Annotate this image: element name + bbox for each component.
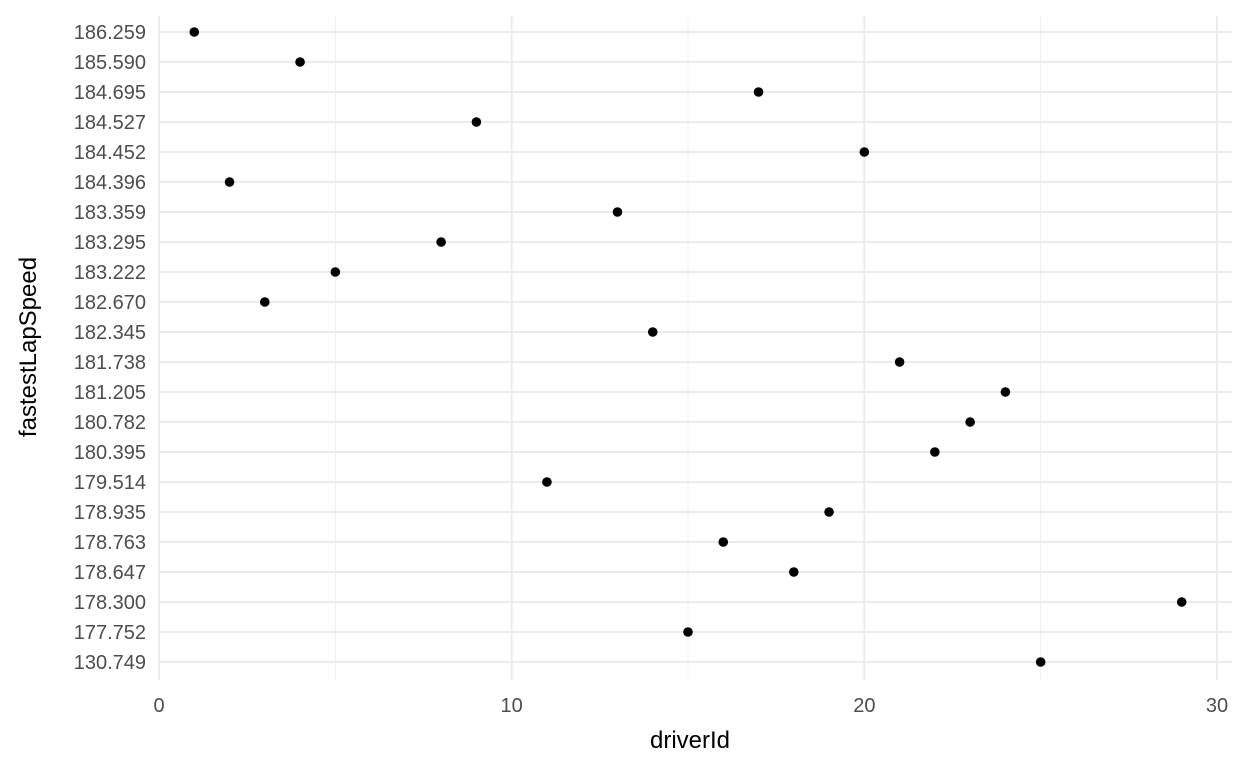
y-tick-label: 180.782 [74, 412, 146, 434]
x-axis-tick-labels: 0 10 20 30 [153, 695, 1228, 717]
y-tick-label: 180.395 [74, 442, 146, 464]
y-tick-label: 184.695 [74, 82, 146, 104]
y-tick-label: 178.935 [74, 502, 146, 524]
data-point [789, 567, 799, 577]
y-axis-title: fastestLapSpeed [15, 257, 42, 437]
y-tick-label: 183.295 [74, 232, 146, 254]
x-axis-title: driverId [650, 727, 730, 754]
data-point [189, 27, 200, 37]
y-tick-label: 183.222 [74, 262, 146, 284]
y-tick-label: 181.738 [74, 352, 146, 374]
data-point [718, 537, 729, 547]
data-point [1000, 387, 1011, 397]
data-point [930, 447, 940, 457]
data-point [647, 327, 658, 337]
data-point [224, 177, 235, 187]
y-tick-label: 177.752 [74, 622, 146, 644]
data-point [471, 117, 482, 127]
data-point [1176, 597, 1187, 607]
y-tick-label: 184.527 [74, 112, 146, 134]
y-tick-label: 182.345 [74, 322, 146, 344]
data-point [542, 477, 552, 487]
y-tick-label: 186.259 [74, 22, 146, 44]
x-tick-label: 20 [853, 695, 875, 717]
y-tick-label: 181.205 [74, 382, 146, 404]
data-point [260, 297, 270, 307]
x-tick-label: 10 [501, 695, 523, 717]
y-tick-label: 178.763 [74, 532, 146, 554]
data-point [330, 267, 341, 277]
data-point [965, 417, 975, 427]
data-point [683, 627, 693, 637]
y-tick-label: 184.396 [74, 172, 146, 194]
data-points [189, 27, 1187, 667]
y-tick-label: 179.514 [74, 472, 146, 494]
data-point [612, 207, 623, 217]
y-tick-label: 184.452 [74, 142, 146, 164]
grid-lines [158, 16, 1232, 680]
data-point [894, 357, 905, 367]
y-tick-label: 178.300 [74, 592, 146, 614]
data-point [824, 507, 834, 517]
x-tick-label: 0 [153, 695, 164, 717]
y-tick-label: 178.647 [74, 562, 146, 584]
y-tick-label: 182.670 [74, 292, 146, 314]
y-axis-tick-labels: 130.749 177.752 178.300 178.647 178.763 178.9… [74, 22, 146, 674]
data-point [859, 147, 870, 157]
x-tick-label: 30 [1206, 695, 1228, 717]
data-point [295, 57, 305, 67]
data-point [1035, 657, 1046, 667]
y-tick-label: 185.590 [74, 52, 146, 74]
data-point [753, 87, 764, 97]
data-point [436, 237, 446, 247]
y-tick-label: 183.359 [74, 202, 146, 224]
y-tick-label: 130.749 [74, 652, 146, 674]
